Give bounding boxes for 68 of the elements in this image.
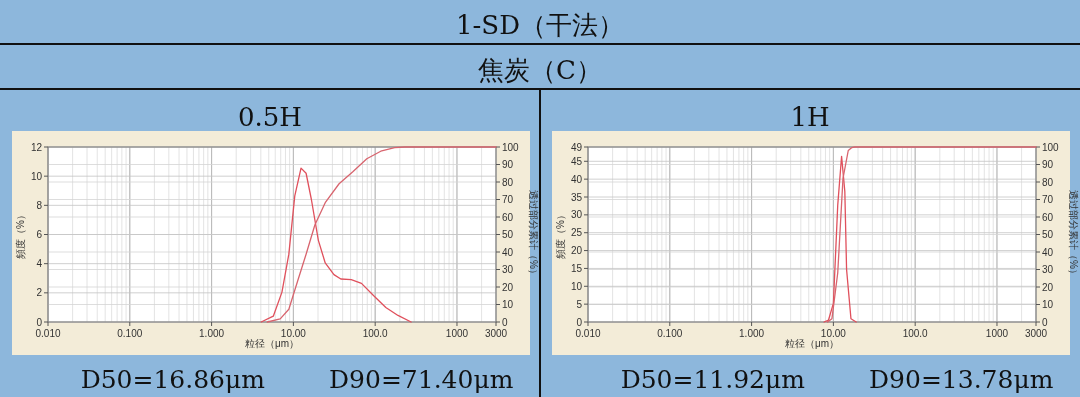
y2-tick-label: 100 xyxy=(1042,141,1060,153)
y-tick-label: 6 xyxy=(36,229,43,240)
x-axis-title: 粒径（μm） xyxy=(784,338,840,349)
y2-tick-label: 80 xyxy=(502,176,514,188)
y2-tick-label: 60 xyxy=(1042,211,1054,223)
y-tick-label: 5 xyxy=(576,298,583,310)
y2-tick-label: 40 xyxy=(502,246,514,258)
x-tick-label: 10.00 xyxy=(280,328,307,339)
y2-tick-label: 0 xyxy=(502,316,508,328)
chart-title: 0.5H xyxy=(237,102,303,132)
x-tick-label: 3000 xyxy=(484,328,508,339)
y2-tick-label: 30 xyxy=(502,264,514,275)
y2-axis-title: 透过部分累计（%） xyxy=(528,190,539,279)
y-tick-label: 49 xyxy=(570,141,583,153)
text: D50=11.92μm xyxy=(620,365,806,394)
y2-tick-label: 70 xyxy=(502,194,514,205)
x-tick-label: 10.00 xyxy=(820,328,847,339)
y-tick-label: 10 xyxy=(570,280,583,292)
y2-tick-label: 40 xyxy=(1042,246,1054,258)
text: D90=71.40μm xyxy=(329,365,514,394)
x-tick-label: 100.0 xyxy=(902,328,929,339)
x-tick-label: 1000 xyxy=(445,328,469,339)
y-tick-label: 8 xyxy=(36,199,43,211)
y-axis-title: 頻度（%） xyxy=(555,210,566,259)
x-tick-label: 3000 xyxy=(1024,328,1048,339)
text: D50=16.86μm xyxy=(80,365,266,394)
y-tick-label: 40 xyxy=(570,173,583,185)
x-tick-label: 0.010 xyxy=(35,328,61,339)
x-tick-label: 1.000 xyxy=(739,328,765,339)
y2-tick-label: 10 xyxy=(502,299,514,310)
x-tick-label: 100.0 xyxy=(362,328,389,339)
y2-tick-label: 30 xyxy=(1042,264,1054,275)
x-tick-label: 0.010 xyxy=(575,328,601,339)
text: 焦炭（C） xyxy=(478,55,602,85)
y-tick-label: 4 xyxy=(36,258,43,270)
y-tick-label: 12 xyxy=(30,141,43,153)
y-tick-label: 15 xyxy=(570,262,583,274)
y2-tick-label: 10 xyxy=(1042,299,1054,310)
y2-tick-label: 0 xyxy=(1042,316,1048,328)
text: D90=13.78μm xyxy=(869,365,1054,394)
y-axis-title: 頻度（%） xyxy=(15,210,26,259)
x-tick-label: 0.100 xyxy=(657,328,683,339)
y-tick-label: 0 xyxy=(576,316,583,328)
y-tick-label: 30 xyxy=(570,209,583,221)
y2-tick-label: 20 xyxy=(502,281,514,293)
y-tick-label: 25 xyxy=(570,227,583,239)
y2-tick-label: 20 xyxy=(1042,281,1054,293)
x-tick-label: 1.000 xyxy=(199,328,225,339)
y2-tick-label: 80 xyxy=(1042,176,1054,188)
y-tick-label: 2 xyxy=(36,287,43,299)
x-tick-label: 1000 xyxy=(985,328,1009,339)
y2-tick-label: 50 xyxy=(1042,229,1054,240)
y2-axis-title: 透过部分累计（%） xyxy=(1068,190,1079,279)
y-tick-label: 0 xyxy=(36,316,43,328)
x-tick-label: 0.100 xyxy=(117,328,143,339)
y-tick-label: 35 xyxy=(570,191,583,203)
y2-tick-label: 90 xyxy=(502,159,514,170)
chart-title: 1H xyxy=(790,102,830,132)
y-tick-label: 10 xyxy=(30,170,43,182)
y-tick-label: 20 xyxy=(570,245,583,257)
text: 1-SD（干法） xyxy=(456,10,624,40)
y2-tick-label: 60 xyxy=(502,211,514,223)
y2-tick-label: 100 xyxy=(502,141,520,153)
y2-tick-label: 50 xyxy=(502,229,514,240)
y2-tick-label: 90 xyxy=(1042,159,1054,170)
y-tick-label: 45 xyxy=(570,155,583,167)
x-axis-title: 粒径（μm） xyxy=(244,338,300,349)
y2-tick-label: 70 xyxy=(1042,194,1054,205)
